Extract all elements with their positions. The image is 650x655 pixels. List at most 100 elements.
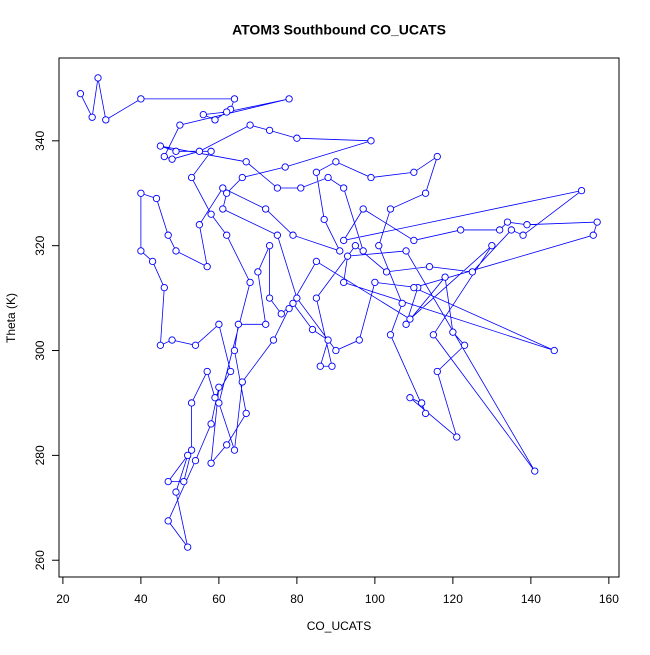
data-point	[441, 273, 449, 281]
data-point	[402, 247, 410, 255]
data-point	[488, 242, 496, 250]
x-tick-label: 80	[290, 592, 304, 606]
data-point	[453, 433, 461, 441]
data-point	[433, 152, 441, 161]
data-point	[289, 299, 297, 307]
data-point	[156, 341, 165, 349]
data-point	[312, 168, 321, 176]
data-point	[410, 168, 418, 176]
data-point	[172, 147, 180, 155]
data-point	[410, 283, 418, 292]
data-point	[246, 121, 254, 129]
data-point	[410, 236, 418, 245]
data-point	[230, 346, 239, 355]
data-point	[332, 346, 340, 355]
data-point	[289, 231, 297, 239]
data-point	[507, 226, 516, 234]
data-point	[359, 205, 367, 213]
data-point	[164, 477, 172, 486]
data-point	[351, 242, 360, 250]
y-tick-label: 300	[33, 340, 47, 360]
data-point	[219, 205, 227, 213]
data-point	[223, 108, 231, 116]
data-point	[375, 242, 383, 250]
data-point	[137, 189, 145, 197]
data-point	[340, 236, 348, 245]
data-point	[281, 163, 289, 171]
data-point	[367, 137, 375, 145]
data-point	[285, 95, 293, 103]
data-point	[421, 409, 430, 418]
data-point	[297, 184, 305, 192]
data-point	[589, 231, 597, 239]
y-tick-label: 280	[33, 445, 47, 465]
data-point	[102, 116, 110, 124]
data-point	[230, 95, 239, 103]
data-point	[211, 116, 219, 124]
data-point	[418, 399, 426, 407]
data-point	[519, 231, 527, 239]
data-point	[215, 320, 223, 328]
data-point	[425, 262, 434, 271]
data-point	[382, 268, 391, 276]
data-point	[172, 247, 180, 255]
data-point	[199, 110, 207, 119]
y-axis-label: Theta (K)	[4, 293, 18, 343]
data-point	[273, 231, 282, 239]
data-point	[343, 252, 352, 260]
data-point	[340, 278, 348, 287]
data-line	[80, 77, 598, 548]
data-point	[460, 341, 469, 349]
data-point	[215, 399, 223, 407]
data-point	[207, 459, 215, 467]
data-point	[184, 543, 192, 551]
data-point	[191, 341, 200, 349]
data-point	[207, 210, 215, 218]
data-point	[187, 173, 196, 182]
data-point	[406, 315, 414, 323]
data-point	[184, 451, 192, 460]
data-point	[242, 158, 250, 166]
data-point	[265, 294, 274, 302]
data-point	[172, 488, 180, 496]
data-point	[523, 221, 531, 229]
data-point	[148, 257, 157, 266]
x-tick-label: 120	[443, 592, 463, 606]
data-point	[223, 231, 231, 239]
data-point	[503, 218, 512, 226]
chart-title: ATOM3 Southbound CO_UCATS	[232, 22, 446, 38]
data-point	[577, 186, 586, 195]
data-point	[355, 336, 363, 344]
data-point	[191, 456, 200, 465]
data-point	[207, 420, 215, 428]
data-point	[468, 268, 477, 276]
data-point	[223, 441, 231, 449]
data-point	[76, 89, 85, 98]
data-point	[269, 336, 278, 344]
data-point	[324, 336, 332, 344]
data-point	[285, 304, 293, 313]
data-point	[277, 310, 285, 318]
x-tick-label: 60	[212, 592, 226, 606]
data-point	[137, 95, 145, 103]
data-point	[336, 247, 344, 255]
data-point	[340, 184, 348, 192]
data-point	[234, 320, 243, 328]
data-point	[187, 446, 196, 454]
data-point	[238, 378, 246, 386]
data-point	[156, 142, 165, 150]
data-point	[398, 299, 406, 307]
data-point	[195, 221, 204, 229]
data-point	[402, 320, 410, 328]
data-point	[293, 134, 301, 142]
data-point	[332, 158, 340, 166]
data-point	[449, 328, 457, 336]
data-point	[152, 194, 161, 203]
data-point	[312, 257, 321, 266]
x-tick-label: 140	[521, 592, 541, 606]
data-point	[320, 215, 328, 224]
data-point	[94, 74, 102, 82]
data-point	[406, 394, 414, 402]
x-tick-label: 40	[134, 592, 148, 606]
x-tick-label: 160	[599, 592, 619, 606]
